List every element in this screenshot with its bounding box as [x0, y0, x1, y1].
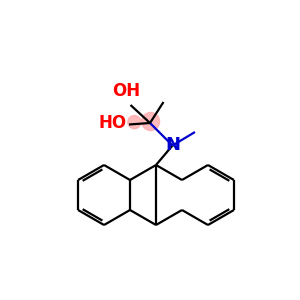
Circle shape — [128, 116, 141, 129]
Circle shape — [142, 112, 160, 130]
Text: HO: HO — [98, 114, 127, 132]
Text: N: N — [165, 136, 180, 154]
Text: OH: OH — [112, 82, 140, 100]
